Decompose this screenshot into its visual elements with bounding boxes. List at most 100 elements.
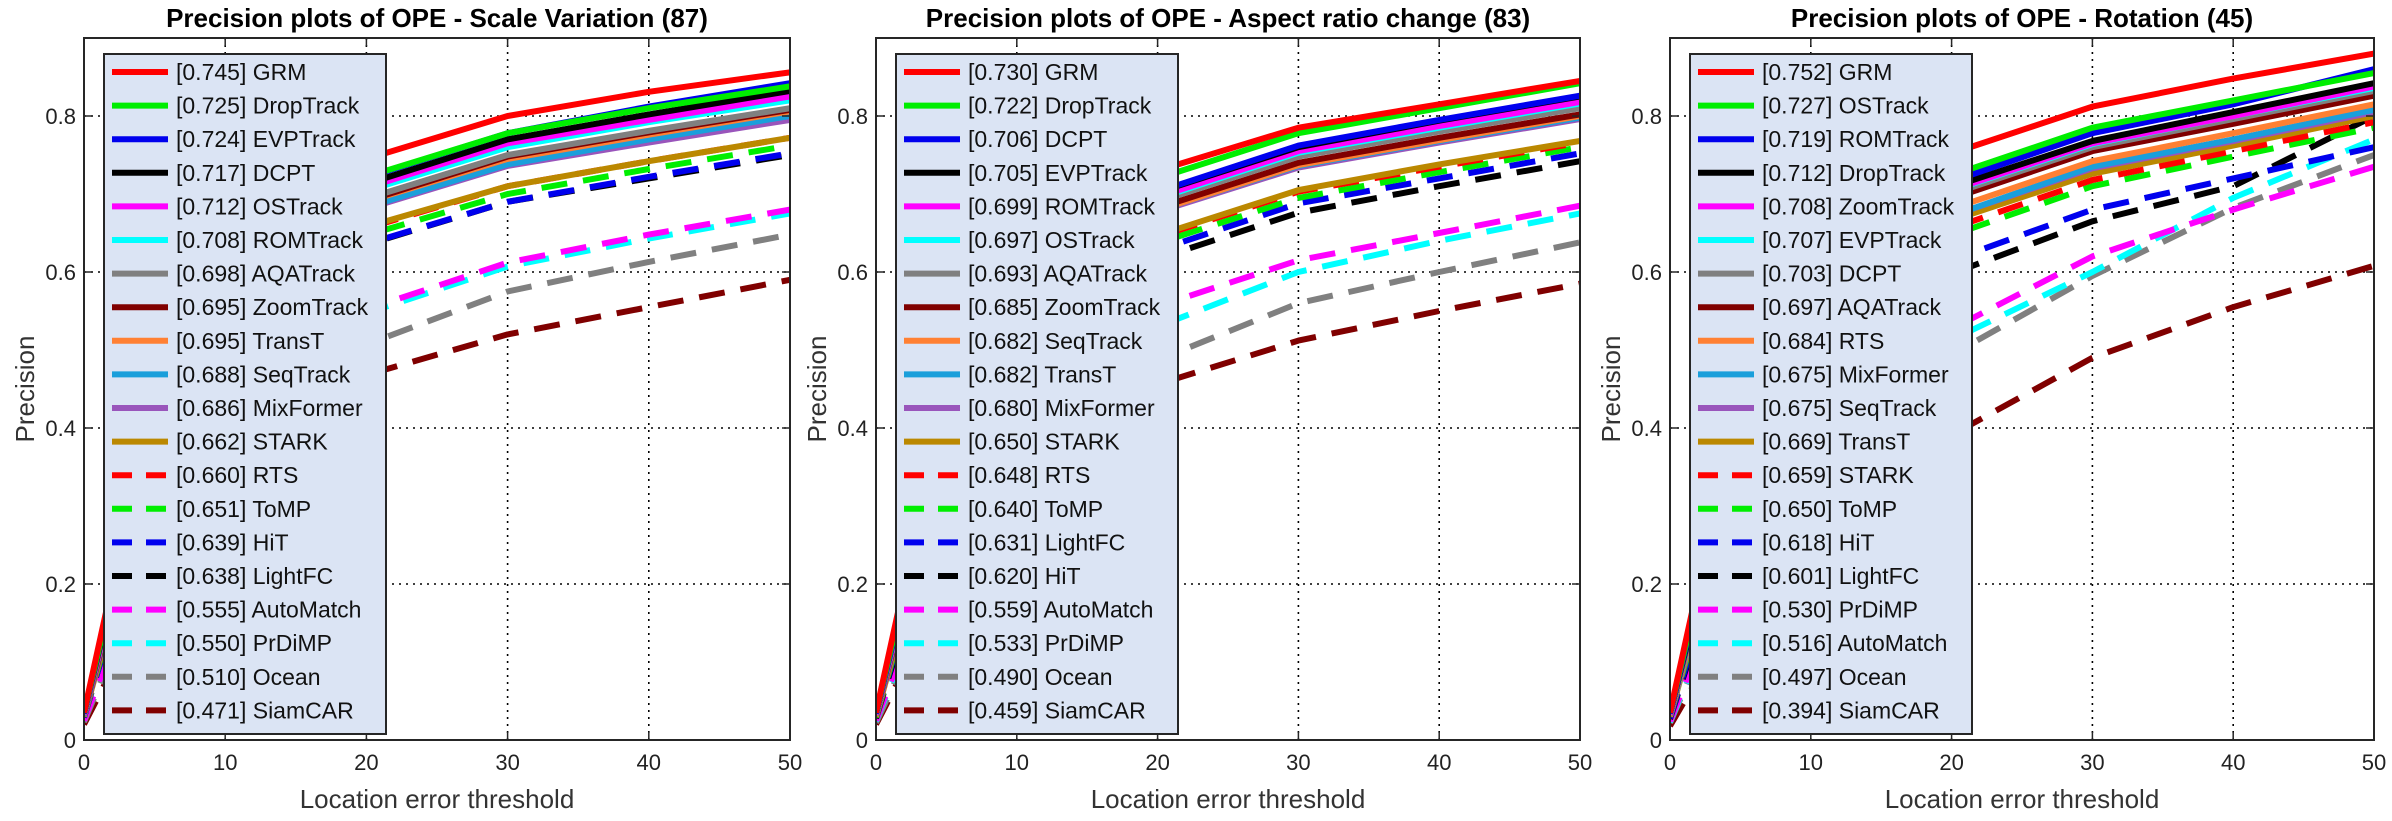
legend-entry-rts: [0.684] RTS xyxy=(1762,328,1884,354)
y-tick-label: 0.2 xyxy=(837,572,868,597)
legend-box xyxy=(103,53,387,735)
legend-score: 0.717 xyxy=(182,160,240,186)
legend-entry-ocean: [0.490] Ocean xyxy=(968,664,1113,690)
axes-box xyxy=(875,37,1581,741)
legend-name: ROMTrack xyxy=(1839,126,1950,152)
legend-score-prefix: [ xyxy=(1762,160,1769,186)
legend-score-prefix: [ xyxy=(176,59,183,85)
legend-score: 0.708 xyxy=(182,227,240,253)
legend-name: Ocean xyxy=(1045,664,1113,690)
legend-score-suffix: ] xyxy=(1826,697,1839,723)
legend-score-prefix: [ xyxy=(176,597,183,623)
legend-score: 0.638 xyxy=(182,563,240,589)
legend-score: 0.703 xyxy=(1768,261,1826,287)
axes-box xyxy=(1669,37,2375,741)
chart-panel-2: 0 10 20 30 40 50 0 0.2 0.4 0.6 0.8 Precision plots … xyxy=(802,3,1592,814)
legend-name: STARK xyxy=(1045,429,1121,455)
legend-entry-siamcar: [0.471] SiamCAR xyxy=(176,697,354,723)
legend-entry-lightfc: [0.638] LightFC xyxy=(176,563,333,589)
legend-entry-dcpt: [0.703] DCPT xyxy=(1762,261,1901,287)
legend-score-prefix: [ xyxy=(176,664,183,690)
legend-entry-ostrack: [0.727] OSTrack xyxy=(1762,93,1929,119)
x-tick-label: 50 xyxy=(1568,750,1592,775)
legend-name: HiT xyxy=(1839,529,1875,555)
legend-score: 0.516 xyxy=(1768,630,1826,656)
legend-entry-tomp: [0.651] ToMP xyxy=(176,496,311,522)
legend-score: 0.680 xyxy=(974,395,1032,421)
legend-score: 0.745 xyxy=(182,59,240,85)
y-tick-label: 0.6 xyxy=(837,260,868,285)
legend-name: OSTrack xyxy=(253,193,343,219)
legend-score-suffix: ] xyxy=(240,395,253,421)
legend-score-suffix: ] xyxy=(240,496,252,522)
legend-score-prefix: [ xyxy=(968,59,975,85)
legend-score: 0.651 xyxy=(182,496,240,522)
legend-box xyxy=(1689,53,1973,735)
legend-score-suffix: ] xyxy=(1032,193,1045,219)
legend-score-suffix: ] xyxy=(1826,59,1839,85)
legend-score-prefix: [ xyxy=(176,697,183,723)
legend-name: EVPTrack xyxy=(253,126,356,152)
legend-score: 0.724 xyxy=(182,126,240,152)
legend-score: 0.707 xyxy=(1768,227,1826,253)
legend-score-prefix: [ xyxy=(1762,59,1769,85)
legend-name: RTS xyxy=(1839,328,1885,354)
legend-score-prefix: [ xyxy=(1762,395,1769,421)
x-tick-label: 30 xyxy=(1286,750,1310,775)
legend-score-prefix: [ xyxy=(1762,529,1769,555)
legend-name: ROMTrack xyxy=(1045,193,1156,219)
y-tick-label: 0.4 xyxy=(1631,416,1662,441)
legend-score-prefix: [ xyxy=(968,361,975,387)
y-tick-label: 0.4 xyxy=(837,416,868,441)
legend-score-suffix: ] xyxy=(1032,664,1045,690)
legend-score-suffix: ] xyxy=(240,294,253,320)
legend-name: SiamCAR xyxy=(1045,697,1146,723)
legend-score: 0.706 xyxy=(974,126,1032,152)
legend-entry-prdimp: [0.550] PrDiMP xyxy=(176,630,332,656)
legend-name: EVPTrack xyxy=(1045,160,1148,186)
legend-name: PrDiMP xyxy=(1839,597,1918,623)
legend-entry-grm: [0.730] GRM xyxy=(968,59,1098,85)
x-tick-label: 20 xyxy=(1145,750,1169,775)
legend-name: ZoomTrack xyxy=(253,294,369,320)
legend-score: 0.675 xyxy=(1768,395,1826,421)
legend-score-suffix: ] xyxy=(1032,496,1044,522)
legend-score: 0.650 xyxy=(1768,496,1826,522)
legend-score: 0.394 xyxy=(1768,697,1826,723)
legend-entry-romtrack: [0.719] ROMTrack xyxy=(1762,126,1950,152)
legend-score-suffix: ] xyxy=(1826,328,1839,354)
legend-score-prefix: [ xyxy=(176,529,183,555)
legend-entry-automatch: [0.555] AutoMatch xyxy=(176,597,361,623)
legend-score: 0.559 xyxy=(974,597,1032,623)
legend-score-prefix: [ xyxy=(176,126,183,152)
legend-score-suffix: ] xyxy=(240,93,253,119)
legend-score-prefix: [ xyxy=(1762,361,1769,387)
legend-score-suffix: ] xyxy=(1826,496,1838,522)
legend-name: LightFC xyxy=(1045,529,1126,555)
x-tick-label: 10 xyxy=(213,750,237,775)
legend-entry-droptrack: [0.725] DropTrack xyxy=(176,93,360,119)
x-tick-label: 0 xyxy=(870,750,882,775)
legend-entry-seqtrack: [0.688] SeqTrack xyxy=(176,361,351,387)
legend-name: DropTrack xyxy=(253,93,360,119)
x-tick-label: 0 xyxy=(1664,750,1676,775)
legend-score: 0.682 xyxy=(974,361,1032,387)
legend-score-suffix: ] xyxy=(1826,227,1839,253)
legend-score-suffix: ] xyxy=(1032,630,1045,656)
legend-score: 0.712 xyxy=(182,193,240,219)
legend-score-suffix: ] xyxy=(240,664,253,690)
legend-score-suffix: ] xyxy=(1032,227,1045,253)
legend-entry-ostrack: [0.712] OSTrack xyxy=(176,193,343,219)
x-tick-label: 10 xyxy=(1799,750,1823,775)
legend-score-suffix: ] xyxy=(1032,59,1045,85)
legend-score-suffix: ] xyxy=(1032,261,1044,287)
legend-score: 0.695 xyxy=(182,328,240,354)
legend-score-prefix: [ xyxy=(1762,227,1769,253)
legend-score: 0.648 xyxy=(974,462,1032,488)
legend-score: 0.705 xyxy=(974,160,1032,186)
legend-score-suffix: ] xyxy=(240,361,253,387)
legend-entry-aqatrack: [0.697] AQATrack xyxy=(1762,294,1941,320)
legend-entry-droptrack: [0.712] DropTrack xyxy=(1762,160,1946,186)
legend-score: 0.640 xyxy=(974,496,1032,522)
y-tick-label: 0.4 xyxy=(45,416,76,441)
